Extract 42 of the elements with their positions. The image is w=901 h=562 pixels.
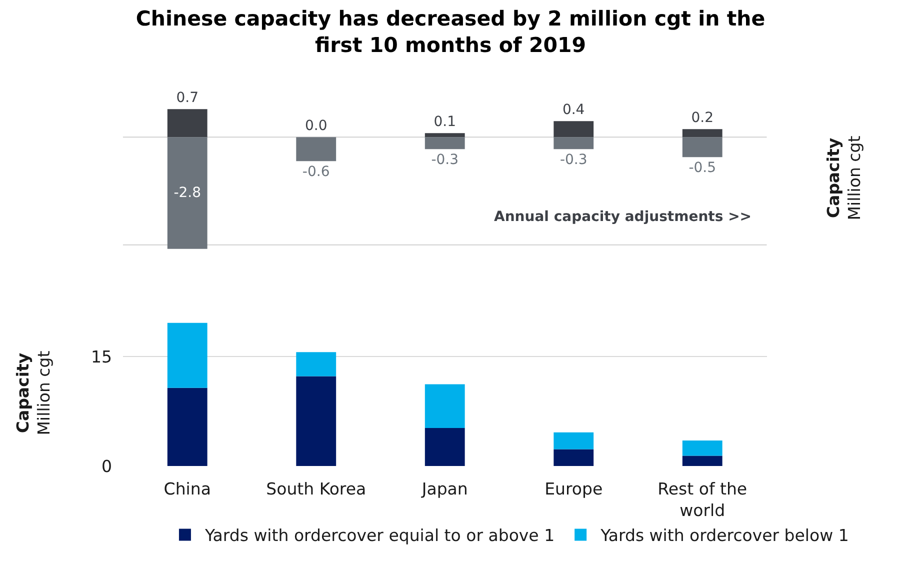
bar [682,137,722,158]
bar [296,352,336,376]
bar [682,456,722,466]
bar [167,137,208,249]
data-label: 0.7 [176,90,198,106]
data-label: 0.2 [691,110,714,126]
data-label: 0.4 [562,102,585,118]
y-axis-title: Capacity Million cgt [824,135,864,220]
chart-title: Chinese capacity has decreased by 2 million cgt in the first 10 months of 2019 [136,6,766,57]
x-tick-label: Rest of the world [658,480,748,520]
bar [167,109,208,138]
data-label: -0.3 [560,152,588,168]
bar [167,322,208,388]
x-tick-label: Japan [420,480,468,499]
x-tick-label: China [164,480,211,499]
bar [167,388,208,466]
bar [682,129,722,138]
bar [424,133,465,138]
bar [296,137,336,162]
bar [424,384,465,428]
data-label: 0.1 [434,114,456,130]
y-tick-label: 15 [90,347,112,366]
bar [554,449,594,466]
data-label: -0.5 [688,160,716,176]
legend-label: Yards with ordercover below 1 [600,526,849,546]
annotation: Annual capacity adjustments >> [494,209,752,225]
bar [424,137,465,150]
data-label: -0.3 [431,152,459,168]
bar [554,121,594,138]
bar [424,428,465,466]
data-label: -0.6 [302,164,330,180]
bar [554,137,594,150]
x-tick-label: Europe [544,480,603,499]
data-label: 0.0 [304,118,328,134]
bar [554,432,594,450]
y-axis-title: Capacity Million cgt [13,350,54,436]
x-tick-label: South Korea [266,480,366,499]
y-tick-label: 0 [101,456,112,476]
data-label: -2.8 [174,185,202,202]
bar [682,440,722,456]
legend-label: Yards with ordercover equial to or above 1 [204,526,555,546]
bar [296,376,336,466]
